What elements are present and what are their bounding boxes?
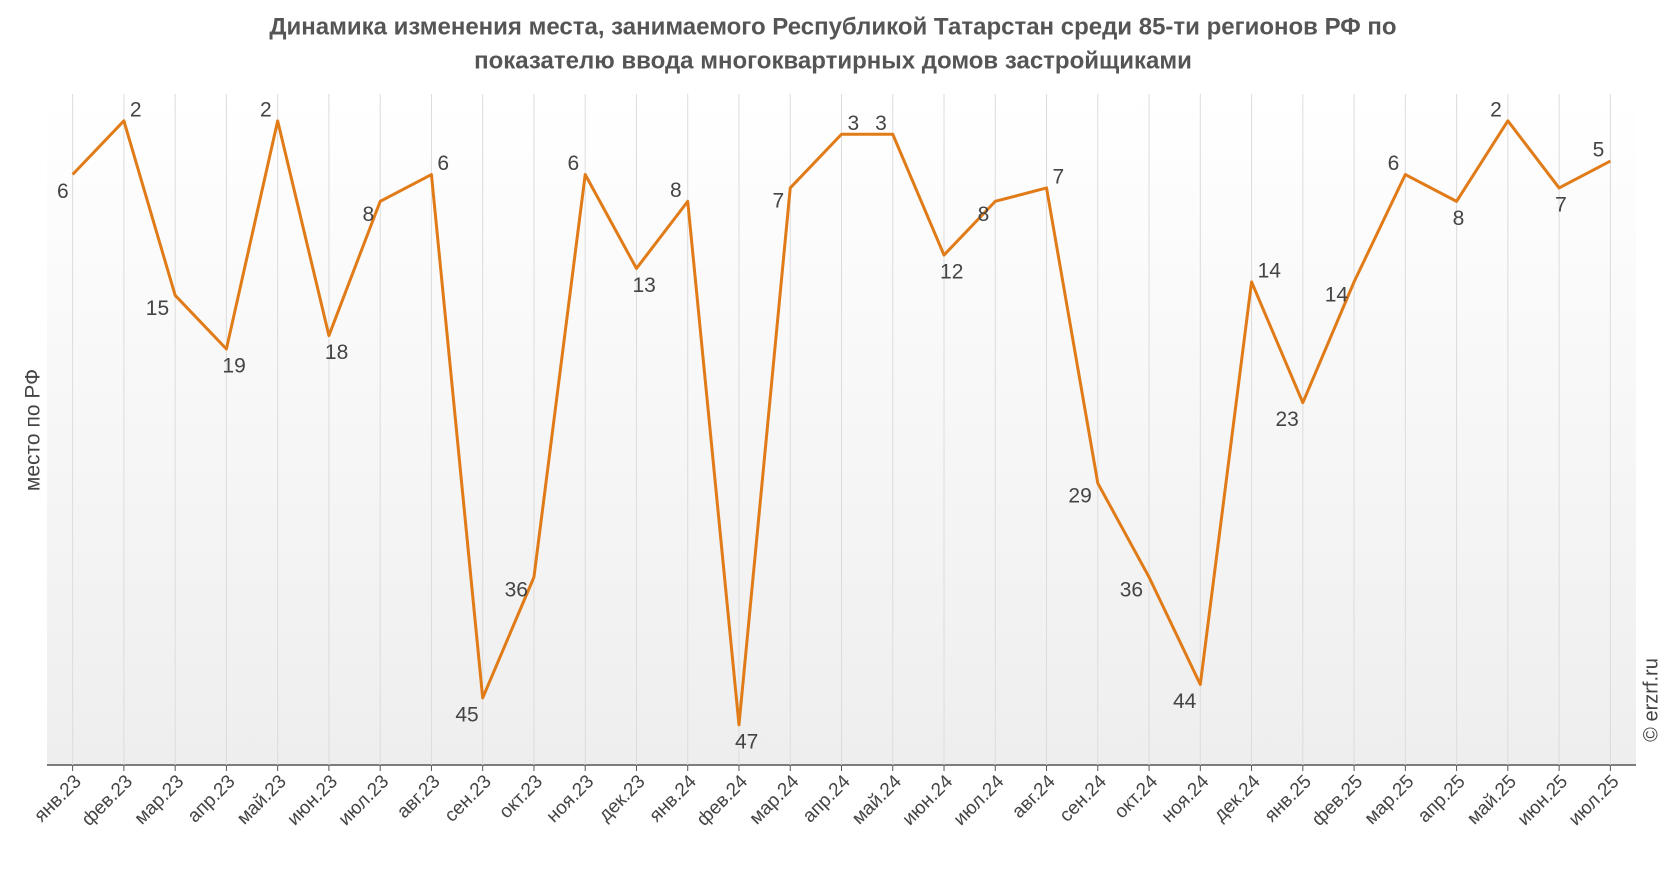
x-tick-label: фев.24 xyxy=(693,771,752,830)
x-tick-label: май.25 xyxy=(1463,771,1521,829)
data-label: 7 xyxy=(1555,193,1567,216)
x-tick-label: фев.25 xyxy=(1308,771,1367,830)
data-label: 7 xyxy=(773,189,785,212)
data-label: 8 xyxy=(362,203,374,226)
x-tick-label: июл.25 xyxy=(1565,771,1624,830)
data-label: 2 xyxy=(260,98,272,121)
x-tick-label: май.23 xyxy=(233,771,291,829)
x-tick-label: апр.23 xyxy=(184,771,240,827)
x-tick-label: мар.23 xyxy=(131,771,189,829)
x-tick-label: янв.24 xyxy=(645,771,701,827)
data-label: 8 xyxy=(670,179,682,202)
y-axis-label: место по РФ xyxy=(22,369,45,491)
x-tick-label: авг.24 xyxy=(1008,771,1060,823)
x-tick-label: апр.24 xyxy=(799,771,855,827)
data-label: 36 xyxy=(1120,579,1143,602)
data-label: 14 xyxy=(1325,283,1349,306)
data-label: 6 xyxy=(437,152,449,175)
data-label: 5 xyxy=(1593,139,1605,162)
data-label: 6 xyxy=(57,180,69,203)
x-tick-label: дек.24 xyxy=(1210,771,1265,826)
chart-title: Динамика изменения места, занимаемого Ре… xyxy=(269,13,1396,40)
data-label: 8 xyxy=(978,203,990,226)
x-tick-label: июл.24 xyxy=(950,771,1009,830)
data-label: 14 xyxy=(1258,259,1282,282)
data-label: 23 xyxy=(1275,408,1298,431)
data-label: 18 xyxy=(325,341,348,364)
data-label: 3 xyxy=(848,112,860,135)
x-tick-label: июл.23 xyxy=(335,771,394,830)
x-tick-label: янв.25 xyxy=(1261,771,1316,826)
x-tick-label: окт.24 xyxy=(1110,771,1162,823)
x-tick-label: апр.25 xyxy=(1414,771,1470,827)
x-tick-label: мар.24 xyxy=(746,771,804,829)
x-tick-label: ноя.23 xyxy=(543,771,599,827)
x-tick-label: июн.24 xyxy=(899,771,958,830)
x-tick-label: мар.25 xyxy=(1361,771,1419,829)
x-tick-label: сен.23 xyxy=(441,771,496,826)
data-label: 13 xyxy=(632,274,655,297)
data-label: 2 xyxy=(130,98,142,121)
data-label: 6 xyxy=(1388,152,1400,175)
data-label: 15 xyxy=(146,297,169,320)
data-label: 29 xyxy=(1068,485,1091,508)
data-label: 2 xyxy=(1490,98,1502,121)
data-label: 3 xyxy=(875,112,887,135)
x-tick-label: авг.23 xyxy=(393,771,444,822)
data-label: 47 xyxy=(735,730,758,753)
data-line xyxy=(71,119,1612,727)
x-tick-label: окт.23 xyxy=(495,771,547,823)
data-label: 44 xyxy=(1173,690,1197,713)
data-label: 45 xyxy=(455,703,478,726)
x-tick-label: июн.25 xyxy=(1514,771,1573,830)
watermark: © erzrf.ru xyxy=(1640,658,1662,742)
x-tick-label: ноя.24 xyxy=(1158,771,1214,827)
x-tick-label: янв.23 xyxy=(30,771,85,826)
data-label: 12 xyxy=(940,261,963,284)
data-label: 6 xyxy=(568,152,580,175)
x-tick-label: июн.23 xyxy=(283,771,342,830)
chart-title: показателю ввода многоквартирных домов з… xyxy=(474,47,1192,74)
data-label: 7 xyxy=(1053,165,1065,188)
x-tick-label: май.24 xyxy=(848,771,906,829)
data-label: 36 xyxy=(505,579,528,602)
data-label: 8 xyxy=(1453,207,1465,230)
data-label: 19 xyxy=(222,355,245,378)
x-tick-label: дек.23 xyxy=(595,771,650,826)
x-tick-label: сен.24 xyxy=(1056,771,1111,826)
x-tick-label: фев.23 xyxy=(78,771,137,830)
